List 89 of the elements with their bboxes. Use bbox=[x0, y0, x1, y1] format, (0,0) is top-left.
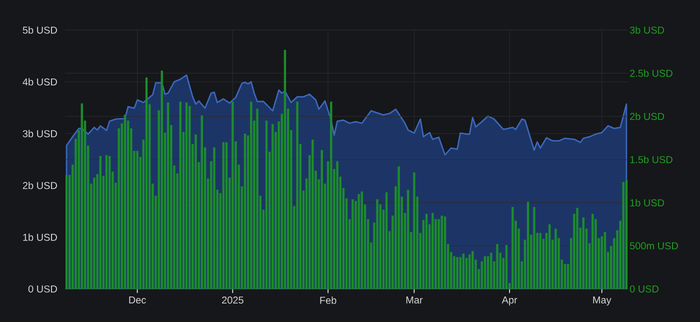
bar bbox=[486, 256, 490, 289]
bar bbox=[179, 102, 182, 289]
y2-tick-label: 3b USD bbox=[630, 26, 664, 34]
bar bbox=[468, 254, 471, 289]
bar bbox=[222, 142, 225, 289]
bar bbox=[108, 156, 111, 289]
bar bbox=[145, 77, 148, 289]
bar bbox=[425, 214, 428, 289]
bar bbox=[188, 106, 191, 289]
x-tick-label: May bbox=[593, 296, 612, 306]
bar bbox=[459, 257, 462, 289]
bar bbox=[312, 140, 314, 289]
bar bbox=[336, 161, 338, 289]
bar bbox=[505, 244, 508, 289]
bar bbox=[490, 252, 492, 289]
bar bbox=[65, 175, 68, 289]
bar bbox=[512, 206, 514, 289]
bar bbox=[453, 256, 456, 289]
bar bbox=[213, 147, 216, 289]
bar bbox=[225, 142, 228, 289]
bar bbox=[533, 206, 536, 289]
bar bbox=[604, 232, 606, 289]
bar bbox=[284, 50, 286, 289]
bar bbox=[432, 213, 434, 289]
bar bbox=[444, 216, 446, 289]
bar bbox=[548, 224, 551, 289]
bar bbox=[600, 236, 603, 289]
bar bbox=[352, 199, 354, 289]
bar bbox=[272, 124, 274, 289]
y2-tick-label: 1b USD bbox=[630, 198, 664, 206]
bar bbox=[539, 232, 542, 289]
bar bbox=[625, 180, 628, 289]
bar bbox=[484, 256, 486, 289]
bar bbox=[200, 115, 204, 289]
x-tick-label: Mar bbox=[406, 296, 423, 304]
bar bbox=[124, 114, 126, 289]
bar bbox=[440, 216, 443, 289]
bar bbox=[564, 264, 566, 289]
bar bbox=[592, 214, 594, 289]
bar bbox=[166, 102, 170, 289]
x-tick-label: 2025 bbox=[222, 296, 244, 304]
bar bbox=[582, 217, 585, 289]
bar bbox=[398, 166, 400, 289]
bar bbox=[406, 190, 410, 289]
bar bbox=[496, 244, 498, 289]
bar bbox=[244, 134, 246, 289]
bar bbox=[250, 102, 252, 289]
x-tick-label: Feb bbox=[320, 296, 336, 304]
y2-tick-label: 500m USD bbox=[630, 242, 678, 250]
bar bbox=[358, 194, 360, 289]
bar bbox=[320, 150, 323, 289]
bar bbox=[576, 208, 578, 289]
bar bbox=[256, 108, 258, 289]
y-tick-label: 4b USD bbox=[22, 78, 57, 86]
bar bbox=[472, 251, 474, 289]
bar bbox=[99, 156, 102, 289]
x-tick-label: Apr bbox=[502, 296, 518, 306]
bar bbox=[376, 199, 378, 289]
y2-tick-label: 2.5b USD bbox=[630, 69, 672, 77]
bar bbox=[105, 155, 108, 289]
bar bbox=[360, 191, 363, 289]
bar bbox=[385, 192, 388, 289]
bar bbox=[465, 258, 468, 289]
bar bbox=[232, 102, 234, 289]
y-tick-label: 1b USD bbox=[23, 234, 57, 241]
bar bbox=[80, 103, 84, 289]
y2-tick-label: 2b USD bbox=[630, 112, 664, 120]
bar bbox=[330, 102, 332, 289]
bar bbox=[526, 202, 530, 289]
bar bbox=[265, 120, 268, 289]
y-tick-label: 2b USD bbox=[22, 182, 57, 190]
bar bbox=[438, 219, 440, 289]
y-tick-label: 3b USD bbox=[22, 130, 57, 138]
y-tick-label: 0 USD bbox=[28, 285, 57, 293]
bar bbox=[93, 178, 96, 289]
bar bbox=[554, 228, 557, 289]
bar bbox=[456, 257, 458, 289]
bar bbox=[185, 102, 188, 289]
bar bbox=[296, 102, 298, 289]
y2-tick-label: 1.5b USD bbox=[630, 156, 672, 164]
bar bbox=[194, 134, 197, 289]
bar bbox=[413, 172, 416, 289]
bar bbox=[622, 182, 624, 289]
bar bbox=[462, 254, 465, 289]
y-tick-label: 5b USD bbox=[22, 26, 57, 34]
y2-tick-label: 0 USD bbox=[630, 285, 659, 293]
bar bbox=[136, 150, 138, 289]
x-tick-label: Dec bbox=[129, 296, 146, 304]
bar bbox=[160, 70, 164, 289]
